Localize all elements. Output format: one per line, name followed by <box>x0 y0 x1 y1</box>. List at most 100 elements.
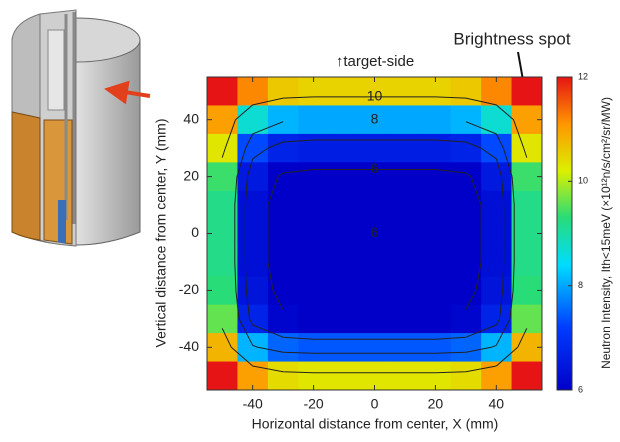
heat-cell <box>451 362 482 391</box>
illustration <box>12 10 150 246</box>
heat-cell <box>420 134 451 163</box>
heat-cell <box>237 191 268 220</box>
heat-cell <box>512 191 543 220</box>
y-tick-label: -20 <box>179 281 199 297</box>
heat-cell <box>390 105 421 134</box>
heat-cell <box>451 219 482 248</box>
heat-cell <box>451 162 482 191</box>
heat-cell <box>329 276 360 305</box>
heat-cell <box>451 191 482 220</box>
colorbar-tick-label: 8 <box>578 280 583 290</box>
heat-cell <box>390 162 421 191</box>
heat-cell <box>390 248 421 277</box>
annotation: Brightness spot <box>453 29 570 48</box>
heat-cell <box>512 362 543 391</box>
heat-cell <box>481 134 512 163</box>
heat-cell <box>268 362 299 391</box>
heat-cell <box>237 219 268 248</box>
heat-cell <box>359 248 390 277</box>
heat-cell <box>329 219 360 248</box>
x-tick-label: -40 <box>243 396 263 412</box>
heat-cell <box>268 105 299 134</box>
heat-cell <box>420 248 451 277</box>
y-tick-label: -40 <box>179 338 199 354</box>
heat-cell <box>268 162 299 191</box>
heat-cell <box>268 248 299 277</box>
chart: ↑target-side Brightness spot Horizontal … <box>0 0 620 437</box>
heat-cell <box>451 134 482 163</box>
heat-cell <box>298 105 329 134</box>
heat-cell <box>298 219 329 248</box>
y-tick-label: 20 <box>183 167 199 183</box>
heat-cell <box>298 305 329 334</box>
heat-cell <box>420 333 451 362</box>
x-tick-label: -20 <box>303 396 323 412</box>
heat-cell <box>359 276 390 305</box>
heat-cell <box>390 191 421 220</box>
colorbar-label: Neutron Intensity, Ith<15meV (×10¹²n/s/c… <box>599 97 613 369</box>
heat-cell <box>237 276 268 305</box>
colorbar <box>557 77 572 390</box>
colorbar-tick-label: 10 <box>578 176 588 186</box>
y-tick-label: 40 <box>183 110 199 126</box>
heat-cell <box>359 305 390 334</box>
heat-cell <box>329 191 360 220</box>
heat-cell <box>481 333 512 362</box>
x-tick-label: 0 <box>371 396 379 412</box>
heat-cell <box>329 134 360 163</box>
heat-cell <box>390 77 421 106</box>
y-axis-label: Vertical distance from center, Y (mm) <box>153 118 169 347</box>
contour-label: 6 <box>371 160 379 176</box>
heat-cell <box>237 105 268 134</box>
heat-cell <box>451 276 482 305</box>
heat-cell <box>298 191 329 220</box>
heat-cell <box>512 248 543 277</box>
heat-cell <box>359 191 390 220</box>
heat-cell <box>420 276 451 305</box>
heat-cell <box>481 162 512 191</box>
heat-cell <box>207 248 238 277</box>
x-axis-label: Horizontal distance from center, X (mm) <box>252 416 499 432</box>
chart-title: ↑target-side <box>336 53 414 70</box>
contour-label: 10 <box>367 88 383 104</box>
heat-cell <box>237 162 268 191</box>
heat-cell <box>298 333 329 362</box>
heat-cell <box>237 333 268 362</box>
heat-cell <box>512 134 543 163</box>
heat-cell <box>298 276 329 305</box>
heat-cell <box>329 333 360 362</box>
contour-label: 8 <box>371 110 379 126</box>
colorbar-tick-label: 6 <box>578 384 583 394</box>
heat-cell <box>390 305 421 334</box>
heat-cell <box>512 77 543 106</box>
heat-cell <box>451 77 482 106</box>
page: {"chart_data": { "type": "heatmap", "tit… <box>0 0 620 437</box>
heat-cell <box>390 276 421 305</box>
heat-cell <box>390 219 421 248</box>
heat-cell <box>481 248 512 277</box>
heat-cell <box>329 77 360 106</box>
heat-cell <box>207 362 238 391</box>
contour-label: 6 <box>371 224 379 240</box>
heat-cell <box>207 77 238 106</box>
heat-cell <box>359 134 390 163</box>
heat-cell <box>268 134 299 163</box>
heat-cell <box>390 362 421 391</box>
heat-cell <box>329 362 360 391</box>
heat-cell <box>512 305 543 334</box>
heat-cell <box>268 276 299 305</box>
heat-cell <box>481 276 512 305</box>
heat-cell <box>420 162 451 191</box>
heat-cell <box>298 162 329 191</box>
x-tick-label: 40 <box>489 396 505 412</box>
heat-cell <box>451 248 482 277</box>
heat-cell <box>298 248 329 277</box>
heat-cell <box>268 191 299 220</box>
colorbar-tick-label: 12 <box>578 71 588 81</box>
heat-cell <box>329 105 360 134</box>
heat-cell <box>329 248 360 277</box>
heat-cell <box>329 162 360 191</box>
heat-cell <box>268 219 299 248</box>
heat-cell <box>390 134 421 163</box>
heat-cell <box>420 219 451 248</box>
